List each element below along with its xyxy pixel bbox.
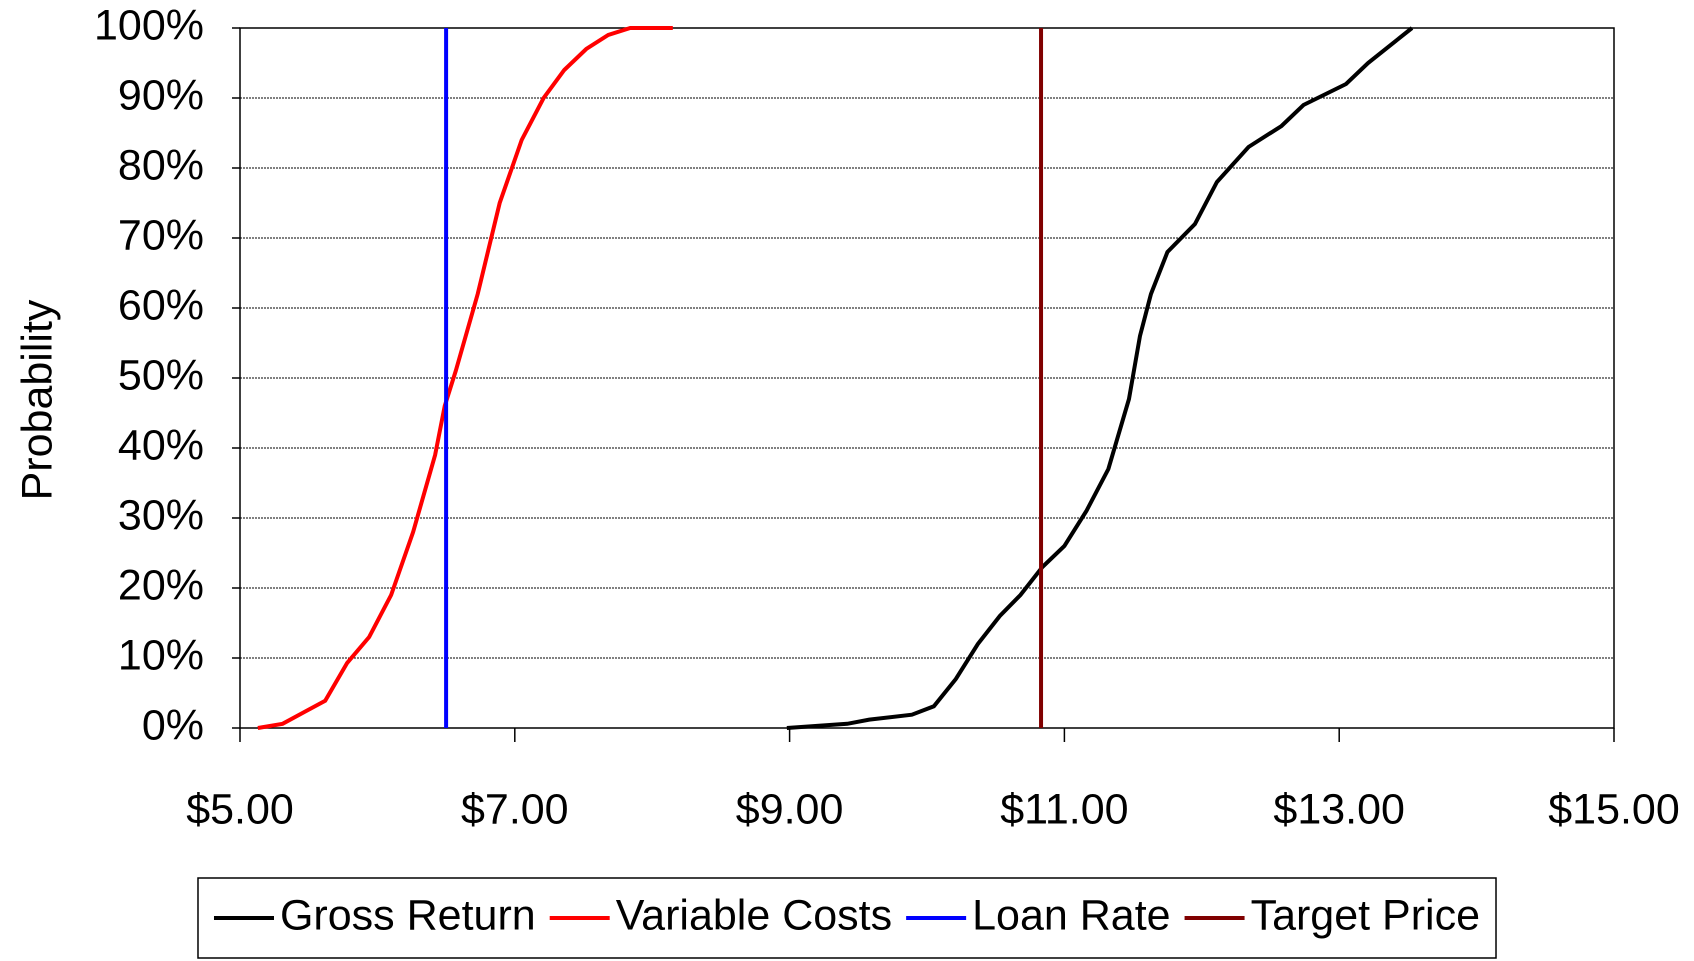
y-axis-label: Probability: [13, 299, 61, 500]
y-tick-label: 0%: [142, 701, 204, 749]
y-tick-label: 20%: [118, 561, 204, 609]
x-tick-label: $9.00: [736, 785, 844, 833]
series-line: [786, 26, 1414, 730]
y-tick-label: 60%: [118, 281, 204, 329]
y-tick-label: 70%: [118, 211, 204, 259]
series-line: [257, 26, 673, 730]
y-tick-label: 10%: [118, 631, 204, 679]
legend-label: Variable Costs: [616, 891, 892, 939]
y-tick-label: 90%: [118, 71, 204, 119]
legend-label: Gross Return: [280, 891, 536, 939]
legend-box: [197, 877, 1497, 959]
x-tick-label: $15.00: [1548, 785, 1680, 833]
x-tick-label: $13.00: [1273, 785, 1405, 833]
y-tick-label: 30%: [118, 491, 204, 539]
y-tick-label: 100%: [94, 1, 204, 49]
y-tick-label: 40%: [118, 421, 204, 469]
y-tick-label: 50%: [118, 351, 204, 399]
x-tick-label: $7.00: [461, 785, 569, 833]
y-tick-label: 80%: [118, 141, 204, 189]
x-tick-label: $11.00: [1000, 785, 1128, 833]
legend-label: Target Price: [1251, 891, 1480, 939]
x-tick-label: $5.00: [186, 785, 294, 833]
legend-label: Loan Rate: [972, 891, 1170, 939]
